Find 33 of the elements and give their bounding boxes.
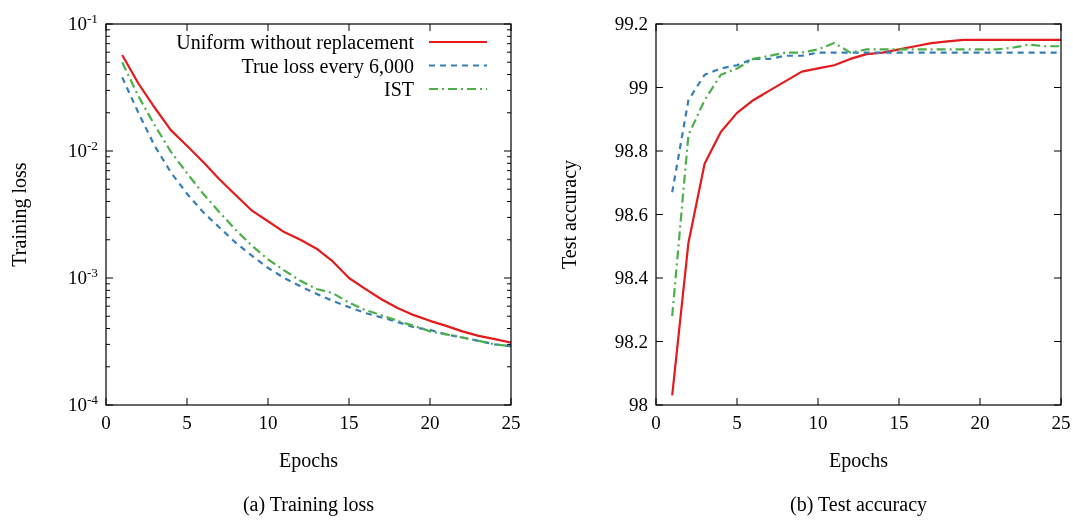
y-tick-label: 98.6 — [614, 203, 648, 225]
y-axis-title: Training loss — [8, 162, 31, 267]
x-tick-label: 25 — [1051, 412, 1071, 433]
y-tick-label: 98.8 — [614, 140, 648, 161]
x-tick-label: 10 — [808, 412, 828, 433]
y-tick-label: 98.2 — [614, 330, 648, 352]
y-tick-label: 10$^{-1}$ — [67, 10, 98, 34]
y-tick-label: 98.4 — [614, 267, 649, 288]
legend-label: IST — [384, 78, 414, 100]
y-tick-label: 99 — [629, 76, 648, 98]
x-axis-title: Epochs — [279, 449, 339, 472]
x-tick-label: 0 — [651, 412, 661, 433]
y-tick-label: 10$^{-4}$ — [67, 391, 99, 415]
legend-label: True loss every 6,000 — [241, 54, 414, 78]
x-tick-label: 15 — [339, 412, 359, 433]
y-tick-label: 10$^{-3}$ — [67, 264, 99, 288]
y-axis-title: Test accuracy — [558, 159, 581, 270]
line-series — [671, 38, 1063, 397]
x-tick-label: 10 — [258, 412, 278, 433]
y-tick-label: 98 — [629, 394, 648, 415]
x-tick-label: 0 — [101, 412, 111, 433]
x-tick-label: 20 — [420, 412, 440, 433]
y-tick-label: 99.2 — [614, 13, 648, 34]
x-tick-label: 5 — [182, 412, 192, 433]
text: (b) Test accuracy — [789, 493, 928, 516]
x-axis-title: Epochs — [829, 449, 889, 472]
legend-label: Uniform without replacement — [176, 31, 415, 54]
x-tick-label: 25 — [501, 412, 521, 433]
x-tick-label: 15 — [889, 412, 909, 433]
x-tick-label: 5 — [732, 412, 742, 433]
x-tick-label: 20 — [970, 412, 990, 433]
y-tick-label: 10$^{-2}$ — [67, 137, 98, 161]
text: (a) Training loss — [242, 493, 375, 516]
